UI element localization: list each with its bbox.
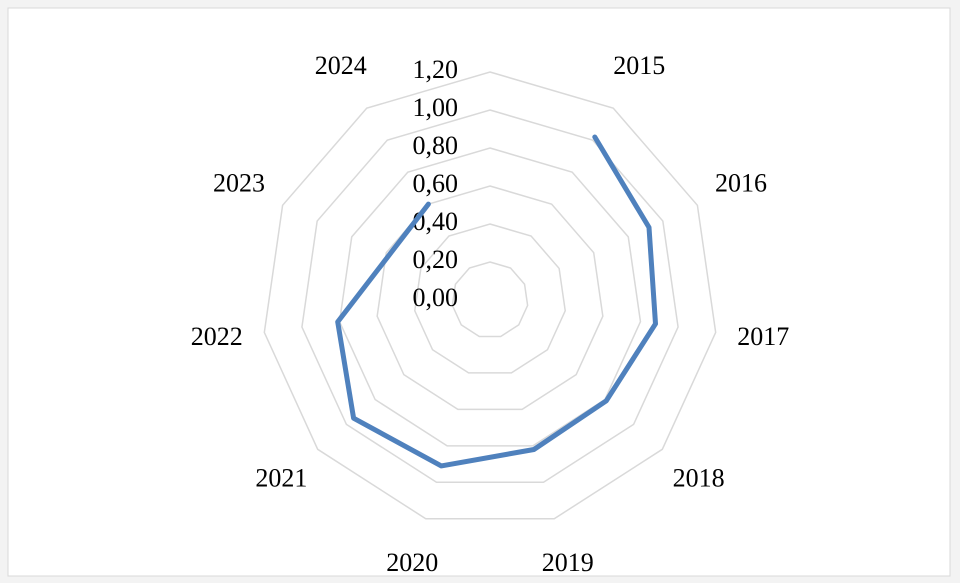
chart-area xyxy=(7,7,951,577)
category-label: 2023 xyxy=(213,168,265,197)
category-label: 2018 xyxy=(673,464,725,493)
tick-label: 0,40 xyxy=(413,207,459,236)
series-line xyxy=(335,134,658,469)
category-label: 2020 xyxy=(386,548,438,577)
category-label: 2022 xyxy=(191,322,243,351)
category-label: 2015 xyxy=(613,51,665,80)
grid-ring xyxy=(263,71,717,520)
grid-ring xyxy=(451,261,529,338)
grid-ring xyxy=(301,109,679,484)
category-label: 2024 xyxy=(315,51,367,80)
category-label: 2019 xyxy=(542,548,594,577)
tick-label: 0,60 xyxy=(413,169,459,198)
grid-ring xyxy=(376,185,604,411)
category-label: 2021 xyxy=(255,464,307,493)
tick-label: 0,80 xyxy=(413,131,459,160)
grid-ring xyxy=(413,223,567,374)
tick-label: 1,20 xyxy=(413,55,459,84)
category-label: 2017 xyxy=(737,322,789,351)
tick-label: 1,00 xyxy=(413,93,459,122)
tick-label: 0,20 xyxy=(413,245,459,274)
tick-label: 0,00 xyxy=(413,283,459,312)
grid-ring xyxy=(338,147,642,447)
category-label: 2016 xyxy=(715,168,767,197)
